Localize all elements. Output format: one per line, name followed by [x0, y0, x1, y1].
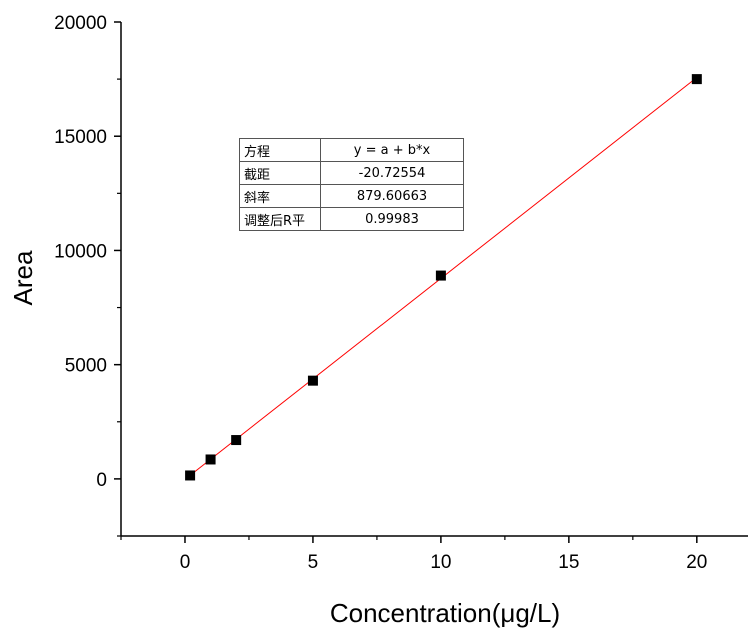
- stats-value: y = a + b*x: [320, 138, 464, 162]
- stats-key: 方程: [239, 138, 321, 162]
- x-tick-label: 15: [558, 552, 579, 573]
- y-tick-label: 0: [96, 470, 107, 491]
- y-tick-label: 15000: [54, 127, 107, 148]
- stats-value: 879.60663: [320, 184, 464, 208]
- stats-row-adj-r2: 调整后R平 0.99983: [239, 207, 464, 231]
- y-tick-label: 5000: [65, 356, 107, 377]
- x-axis-title: Concentration(μg/L): [330, 598, 560, 628]
- x-tick-label: 20: [686, 552, 707, 573]
- data-point: [205, 454, 216, 465]
- x-tick-label: 10: [430, 552, 451, 573]
- stats-table: 方程 y = a + b*x 截距 -20.72554 斜率 879.60663…: [239, 138, 464, 231]
- data-point: [185, 470, 196, 481]
- data-point: [231, 435, 242, 446]
- x-tick-label: 5: [308, 552, 319, 573]
- data-point: [691, 74, 702, 85]
- stats-row-slope: 斜率 879.60663: [239, 184, 464, 208]
- stats-key: 斜率: [239, 184, 321, 208]
- stats-key: 调整后R平: [239, 207, 321, 231]
- y-tick-label: 20000: [54, 13, 107, 34]
- stats-row-equation: 方程 y = a + b*x: [239, 138, 464, 162]
- data-point: [435, 270, 446, 281]
- stats-key: 截距: [239, 161, 321, 185]
- stats-value: -20.72554: [320, 161, 464, 185]
- y-axis-title: Area: [8, 250, 38, 305]
- x-tick-label: 0: [180, 552, 191, 573]
- data-point: [307, 375, 318, 386]
- stats-value: 0.99983: [320, 207, 464, 231]
- stats-row-intercept: 截距 -20.72554: [239, 161, 464, 185]
- y-tick-label: 10000: [54, 241, 107, 262]
